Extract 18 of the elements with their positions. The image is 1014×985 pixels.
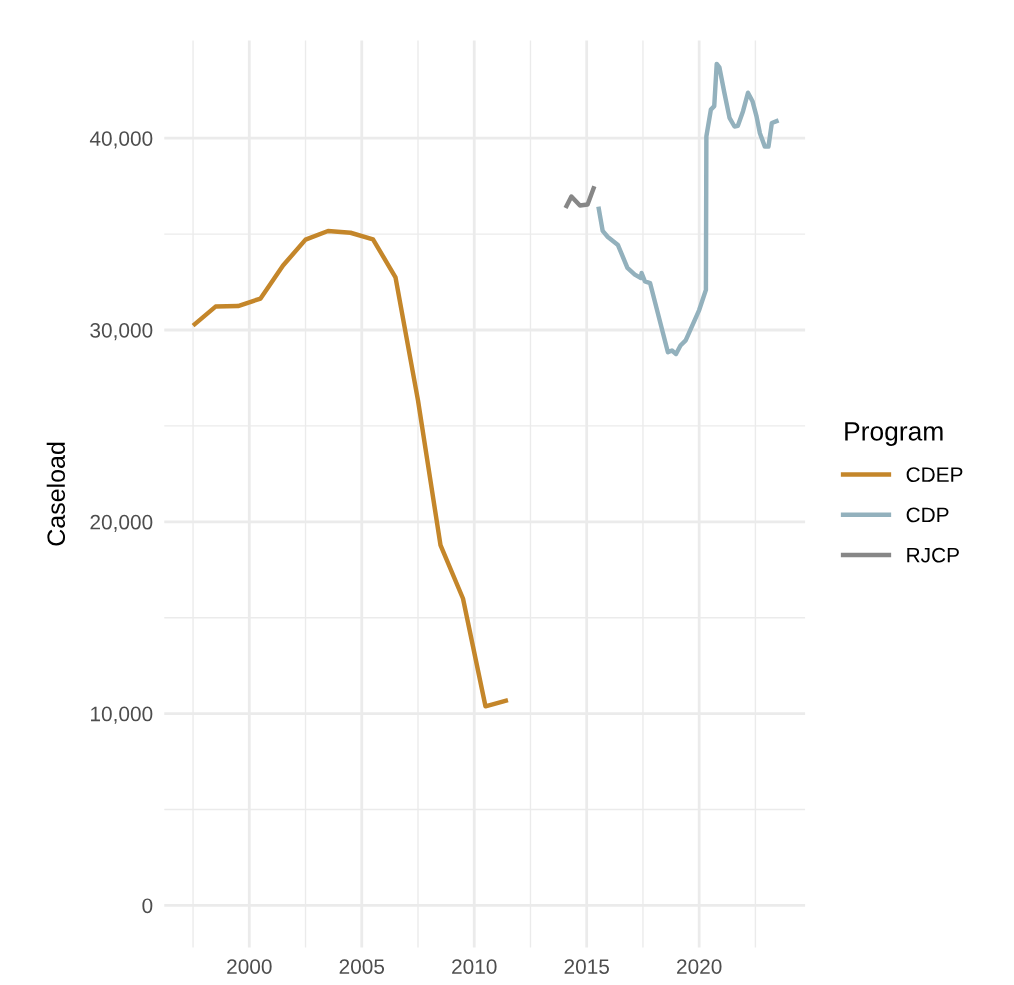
line-series [596,61,781,357]
x-tick-label: 2010 [452,959,497,974]
y-axis-title: Caseload [46,442,66,546]
x-tick-label: 2015 [564,959,609,974]
x-tick-label: 2005 [339,959,385,974]
line-series [563,184,597,211]
y-tick-label: 30,000 [90,323,153,341]
legend-label: CDP [906,507,949,523]
legend-label: RJCP [907,547,959,563]
y-tick-label: 20,000 [90,514,153,532]
legend-label: CDEP [906,467,963,483]
y-tick-label: 40,000 [89,131,153,149]
x-tick-label: 2020 [677,959,722,974]
y-tick-label: 10,000 [91,706,153,724]
x-tick-label: 2000 [227,959,272,974]
line-series [190,228,511,709]
legend-title: Program [845,422,943,446]
y-tick-label: 0 [142,898,153,914]
